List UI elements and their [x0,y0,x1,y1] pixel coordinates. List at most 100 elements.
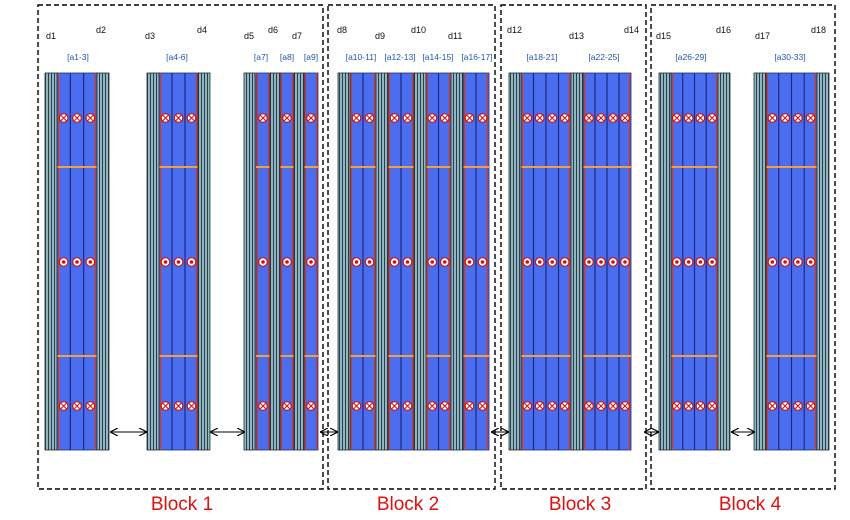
marker-cross-stroke [466,403,473,409]
a-label: [a16-17] [461,52,492,62]
marker-cross-stroke [260,403,266,409]
marker-center-dot [442,260,447,264]
hatched-wall [413,72,427,451]
marker-center-dot [88,260,93,264]
a-labels: [a1-3] [a4-6] [a7] [a8] [a9] [a10-11] [a… [67,52,805,62]
marker-cross-stroke [794,403,801,409]
marker-cross-stroke [549,403,556,409]
hatched-wall [658,72,672,451]
d-label: d1 [46,31,56,41]
hatched-wall [375,72,389,451]
marker-cross-stroke [524,403,531,409]
marker-cross-stroke [74,403,80,409]
d-label: d15 [656,31,671,41]
marker-cross-stroke [162,403,169,409]
marker-cross-stroke [479,403,486,409]
marker-cross-stroke [175,403,182,409]
block-3-frame [500,4,647,490]
a-label: [a26-29] [675,52,706,62]
marker-center-dot [710,260,714,264]
marker-cross-stroke [353,403,360,409]
block-labels: Block 1 Block 2 Block 3 Block 4 [151,494,782,515]
marker-cross-stroke [429,115,436,121]
marker-cross-stroke [466,115,473,121]
hatched-wall [337,72,351,451]
hatched-walls [44,72,830,451]
marker-cross-stroke [308,115,314,121]
hatched-wall [44,72,58,451]
marker-cross-stroke [673,115,680,121]
marker-cross-stroke [622,403,628,409]
a-label: [a30-33] [774,52,805,62]
hatched-wall [753,72,767,451]
hatched-wall [450,72,464,451]
channel-panels [56,72,818,451]
marker-cross-stroke [162,115,169,121]
marker-cross-stroke [685,115,692,121]
d-label: d5 [244,31,254,41]
block-1-label: Block 1 [151,494,213,515]
a-label: [a7] [254,52,268,62]
hatched-wall [293,72,305,451]
marker-center-dot [189,260,194,264]
marker-cross-stroke [391,115,398,121]
marker-center-dot [430,260,435,264]
marker-cross-stroke [60,403,67,409]
marker-cross-stroke [709,403,716,409]
marker-center-dot [354,260,359,264]
block-frames [37,4,836,490]
marker-center-dot [537,260,542,264]
block-3-label: Block 3 [549,494,611,515]
marker-cross-stroke [598,115,604,121]
marker-cross-stroke [60,115,67,121]
marker-center-dot [176,260,181,264]
hatched-wall [816,72,830,451]
a-label: [a1-3] [67,52,89,62]
marker-cross-stroke [769,403,776,409]
hatched-wall [243,72,256,451]
d-label: d13 [569,31,584,41]
hatched-wall [717,72,731,451]
marker-cross-stroke [807,115,814,121]
block-4-frame [650,4,836,490]
marker-cross-stroke [610,115,616,121]
hatched-wall [269,72,281,451]
marker-cross-stroke [673,403,680,409]
marker-cross-stroke [284,115,290,121]
marker-cross-stroke [709,115,716,121]
d-label: d2 [96,25,106,35]
marker-cross-stroke [74,115,80,121]
d-label: d4 [197,25,207,35]
marker-center-dot [525,260,530,264]
marker-cross-stroke [610,403,616,409]
d-labels: d1 d2 d3 d4 d5 d6 d7 d8 d9 d10 d11 d12 d… [46,25,826,41]
hatched-wall [146,72,160,451]
marker-cross-stroke [622,115,628,121]
marker-center-dot [392,260,397,264]
hatched-wall [508,72,522,451]
marker-cross-stroke [561,115,568,121]
d-label: d6 [268,25,278,35]
marker-cross-stroke [769,115,776,121]
marker-cross-stroke [524,115,531,121]
marker-center-dot [808,260,813,264]
marker-cross-stroke [429,403,436,409]
a-label: [a14-15] [422,52,453,62]
d-label: d7 [292,31,302,41]
marker-cross-stroke [536,403,543,409]
marker-center-dot [61,260,66,264]
a-label: [a22-25] [588,52,619,62]
a-label: [a18-21] [526,52,557,62]
marker-cross-stroke [549,115,556,121]
marker-cross-stroke [586,115,592,121]
marker-cross-stroke [353,115,360,121]
marker-cross-stroke [782,403,789,409]
marker-center-dot [261,260,265,264]
a-label: [a10-11] [346,52,377,62]
marker-center-dot [562,260,567,264]
marker-cross-stroke [807,403,814,409]
marker-center-dot [599,260,603,264]
d-label: d10 [411,25,426,35]
marker-center-dot [367,260,372,264]
